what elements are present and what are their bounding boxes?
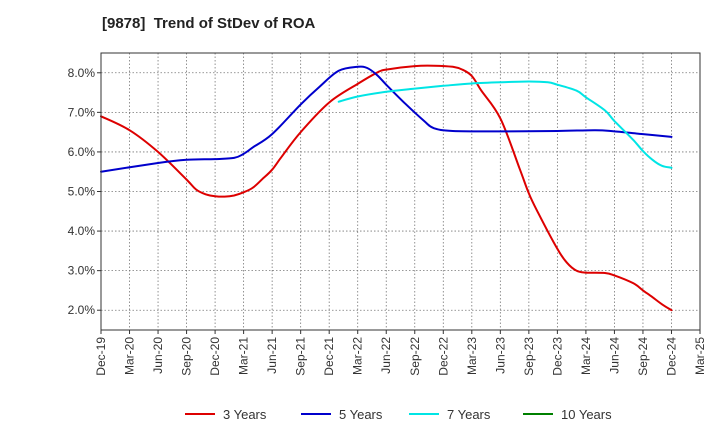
x-tick-label: Jun-21: [265, 337, 279, 374]
x-tick-label: Mar-23: [465, 337, 479, 375]
plot-background: [101, 53, 700, 330]
legend-label: 10 Years: [561, 407, 612, 422]
x-tick-label: Jun-23: [493, 337, 507, 374]
series-line-5-years: [100, 65, 673, 173]
x-tick-label: Sep-21: [294, 337, 308, 376]
legend: 3 Years 5 Years 7 Years 10 Years: [185, 407, 612, 422]
y-tick-label: 2.0%: [68, 303, 96, 317]
x-tick-label: Jun-20: [151, 337, 165, 374]
y-tick-label: 5.0%: [68, 185, 96, 199]
chart-title: [9878] Trend of StDev of ROA: [102, 15, 316, 32]
x-axis: Dec-19 Mar-20 Jun-20 Sep-20 Dec-20 Mar-21 Jun-…: [94, 330, 707, 376]
x-tick-label: Mar-24: [579, 337, 593, 375]
y-tick-label: 7.0%: [68, 105, 96, 119]
y-tick-label: 6.0%: [68, 145, 96, 159]
x-tick-label: Sep-20: [180, 337, 194, 376]
series-line-3-years: [100, 64, 673, 312]
x-tick-label: Dec-23: [550, 337, 564, 376]
y-tick-label: 4.0%: [68, 224, 96, 238]
legend-label: 5 Years: [339, 407, 383, 422]
y-tick-label: 8.0%: [68, 66, 96, 80]
legend-label: 3 Years: [223, 407, 267, 422]
x-tick-label: Mar-20: [123, 337, 137, 375]
series-layer: [100, 64, 673, 312]
series-line-7-years: [337, 80, 673, 169]
x-tick-label: Mar-21: [237, 337, 251, 375]
x-tick-label: Dec-22: [436, 337, 450, 376]
grid-layer: [101, 53, 700, 330]
x-tick-label: Dec-19: [94, 337, 108, 376]
x-tick-label: Sep-23: [522, 337, 536, 376]
x-tick-label: Dec-21: [322, 337, 336, 376]
legend-label: 7 Years: [447, 407, 491, 422]
y-axis: 2.0% 3.0% 4.0% 5.0% 6.0% 7.0% 8.0%: [68, 66, 101, 317]
x-tick-label: Dec-20: [208, 337, 222, 376]
x-tick-label: Dec-24: [664, 337, 678, 376]
x-tick-label: Sep-22: [408, 337, 422, 376]
y-tick-label: 3.0%: [68, 264, 96, 278]
x-tick-label: Jun-22: [379, 337, 393, 374]
x-tick-label: Mar-25: [693, 337, 707, 375]
x-tick-label: Jun-24: [607, 337, 621, 374]
x-tick-label: Mar-22: [351, 337, 365, 375]
x-tick-label: Sep-24: [636, 337, 650, 376]
